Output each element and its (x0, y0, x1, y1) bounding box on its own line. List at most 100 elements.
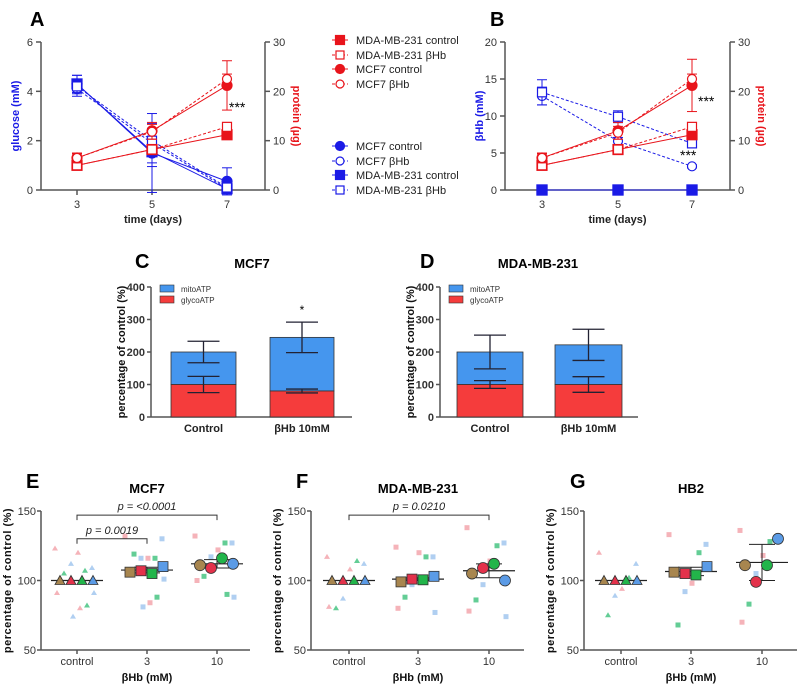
y-tick-label: 150 (561, 506, 579, 518)
legend-label: mitoATP (181, 285, 211, 294)
replicate-point (696, 550, 702, 556)
legend-item: MDA-MB-231 control (332, 169, 459, 182)
replicate-point (324, 553, 330, 559)
replicate-point (605, 612, 611, 618)
panel-f: F MDA-MB-231 50 100 150 percentage of control… (272, 471, 524, 684)
x-tick-label: 3 (144, 656, 150, 668)
replicate-mean (598, 574, 610, 585)
series-mcf7-hb (71, 73, 233, 164)
replicate-point (152, 555, 158, 561)
replicate-point (340, 595, 346, 601)
data-point (536, 152, 548, 164)
y-tick-label: 50 (567, 645, 579, 657)
data-point (221, 73, 233, 85)
replicate-point (224, 591, 230, 597)
replicate-point (192, 533, 198, 539)
y-tick-label: 100 (416, 380, 434, 392)
legend-marker (335, 79, 345, 89)
significance-bracket: p = 0.0019 (76, 525, 148, 544)
legend-label: MDA-MB-231 control (356, 35, 459, 47)
data-point (536, 87, 548, 98)
y2-axis-label: protein (µg) (290, 86, 302, 147)
group-control (51, 545, 103, 619)
x-axis-label: time (days) (588, 214, 646, 226)
replicate-mean (739, 559, 751, 572)
replicate-point (739, 619, 745, 625)
replicate-point (84, 602, 90, 608)
p-value-label: p = 0.0019 (85, 525, 138, 537)
legend-item: mitoATP (448, 284, 500, 294)
replicate-point (395, 605, 401, 611)
replicate-point (767, 539, 773, 545)
replicate-mean (620, 574, 632, 585)
y-tick-label: 2 (27, 136, 33, 148)
legend-item: mitoATP (159, 284, 211, 294)
x-tick-label: Control (184, 423, 223, 435)
y-tick-label: 150 (18, 506, 36, 518)
y-tick-label: 4 (27, 86, 33, 98)
replicate-point (473, 597, 479, 603)
replicate-mean (668, 566, 680, 578)
replicate-point (354, 558, 360, 564)
legend-label: MCF7 control (356, 141, 422, 153)
y-tick-label: 100 (288, 576, 306, 588)
legend-marker (335, 185, 345, 195)
legend-label: MDA-MB-231 control (356, 170, 459, 182)
group-3 (665, 532, 717, 628)
series-line (76, 78, 228, 159)
legend-swatch (159, 284, 175, 293)
panel-label: F (296, 471, 308, 493)
x-tick-label: 10 (756, 656, 768, 668)
bar-group (554, 328, 623, 418)
x-axis-label: time (days) (124, 214, 182, 226)
data-point (221, 121, 233, 132)
y-axis-label: percentage of control (%) (545, 508, 557, 653)
replicate-point (68, 560, 74, 566)
bar-group (456, 334, 524, 418)
series-mcf7-hb (536, 73, 698, 164)
replicate-point (54, 590, 60, 596)
y-tick-label: 0 (491, 185, 497, 197)
bracket-line (348, 514, 490, 521)
data-point (686, 161, 698, 172)
replicate-mean (417, 574, 429, 586)
replicate-point (633, 560, 639, 566)
replicate-point (402, 594, 408, 600)
replicate-point (494, 543, 500, 549)
y2-tick-label: 10 (273, 136, 285, 148)
y-tick-label: 0 (139, 412, 145, 424)
legend-marker (334, 34, 346, 46)
y-axis-label: percentage of control (%) (405, 285, 417, 418)
replicate-mean (499, 574, 511, 587)
y-tick-label: 50 (294, 645, 306, 657)
p-value-label: p = <0.0001 (117, 501, 177, 513)
x-tick-label: control (604, 656, 637, 668)
legend-item: MDA-MB-231 βHb (332, 50, 446, 62)
y2-tick-label: 20 (273, 86, 285, 98)
replicate-point (416, 550, 422, 556)
chart-title: MDA-MB-231 (498, 256, 578, 271)
data-point (612, 127, 624, 138)
replicate-point (675, 622, 681, 628)
replicate-mean (359, 574, 371, 585)
replicate-mean (690, 569, 702, 581)
group-3 (392, 544, 444, 615)
x-tick-label: 5 (615, 199, 621, 211)
replicate-point (52, 545, 58, 551)
replicate-mean (761, 559, 773, 572)
legend-marker (335, 50, 345, 60)
y-tick-label: 20 (485, 37, 497, 49)
series-mda-mb-231-hb (71, 121, 233, 171)
significance-bracket: p = <0.0001 (76, 501, 218, 521)
replicate-point (393, 544, 399, 550)
y2-tick-label: 0 (738, 185, 744, 197)
replicate-mean (477, 562, 489, 574)
panel-label: A (30, 9, 44, 31)
data-point (686, 73, 698, 85)
legend-marker (334, 169, 346, 181)
y-tick-label: 200 (127, 347, 145, 359)
legend-swatch (448, 295, 464, 304)
significance-bracket: p = 0.0210 (348, 501, 490, 521)
replicate-mean (87, 574, 99, 585)
